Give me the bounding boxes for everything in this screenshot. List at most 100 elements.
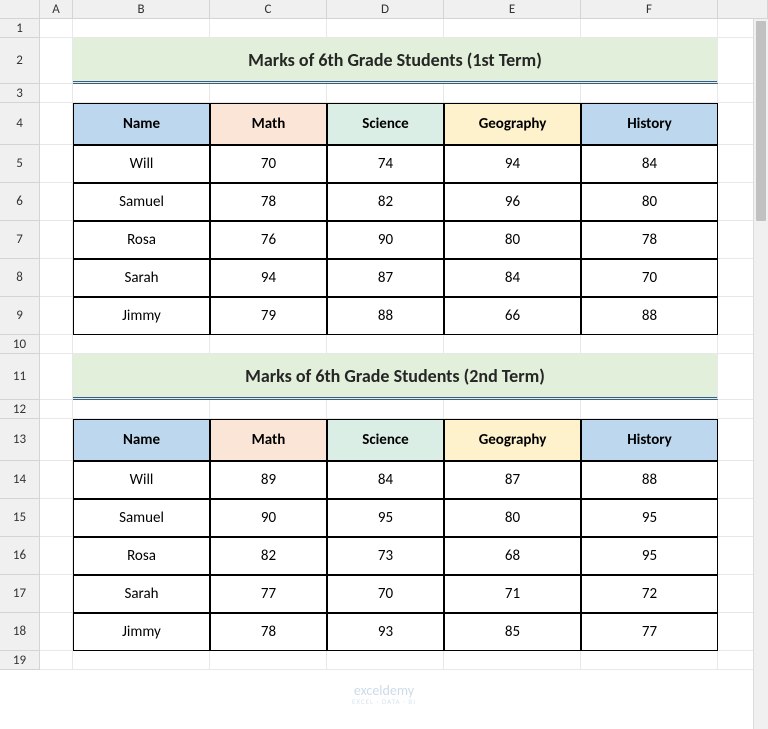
cell-empty[interactable] — [581, 335, 718, 354]
vertical-scrollbar[interactable] — [753, 19, 768, 729]
cell-math-t1-0[interactable]: 70 — [210, 145, 327, 183]
cell-empty[interactable] — [40, 335, 73, 354]
row-header-7[interactable]: 7 — [0, 221, 40, 259]
cell-empty[interactable] — [40, 419, 73, 461]
cell-geography-t1-1[interactable]: 96 — [444, 183, 581, 221]
row-header-1[interactable]: 1 — [0, 19, 40, 38]
cell-empty[interactable] — [40, 575, 73, 613]
col-header-C[interactable]: C — [210, 0, 327, 19]
cell-math-t2-3[interactable]: 77 — [210, 575, 327, 613]
cell-empty[interactable] — [40, 84, 73, 103]
cell-science-t1-4[interactable]: 88 — [327, 297, 444, 335]
cell-name-t1-4[interactable]: Jimmy — [73, 297, 210, 335]
col-header-A[interactable]: A — [40, 0, 73, 19]
cell-science-t1-2[interactable]: 90 — [327, 221, 444, 259]
cell-empty[interactable] — [581, 84, 718, 103]
cell-empty[interactable] — [40, 354, 73, 400]
cell-empty[interactable] — [327, 335, 444, 354]
row-header-16[interactable]: 16 — [0, 537, 40, 575]
cell-history-t1-2[interactable]: 78 — [581, 221, 718, 259]
cell-empty[interactable] — [73, 651, 210, 670]
cell-name-t1-1[interactable]: Samuel — [73, 183, 210, 221]
cell-science-t1-1[interactable]: 82 — [327, 183, 444, 221]
cell-empty[interactable] — [40, 221, 73, 259]
cell-empty[interactable] — [40, 145, 73, 183]
cell-empty[interactable] — [73, 84, 210, 103]
cell-empty[interactable] — [444, 400, 581, 419]
cell-empty[interactable] — [444, 335, 581, 354]
cell-math-t2-1[interactable]: 90 — [210, 499, 327, 537]
cell-empty[interactable] — [444, 84, 581, 103]
cell-geography-t1-0[interactable]: 94 — [444, 145, 581, 183]
cell-geography-t1-4[interactable]: 66 — [444, 297, 581, 335]
cell-empty[interactable] — [581, 19, 718, 38]
cell-science-t1-3[interactable]: 87 — [327, 259, 444, 297]
cell-name-t2-0[interactable]: Will — [73, 461, 210, 499]
cell-empty[interactable] — [327, 651, 444, 670]
cell-empty[interactable] — [40, 651, 73, 670]
cell-geography-t1-3[interactable]: 84 — [444, 259, 581, 297]
select-all-corner[interactable] — [0, 0, 40, 19]
row-header-5[interactable]: 5 — [0, 145, 40, 183]
cell-history-t2-0[interactable]: 88 — [581, 461, 718, 499]
row-header-17[interactable]: 17 — [0, 575, 40, 613]
cell-geography-t2-3[interactable]: 71 — [444, 575, 581, 613]
cell-empty[interactable] — [581, 400, 718, 419]
row-header-4[interactable]: 4 — [0, 103, 40, 145]
cell-name-t1-2[interactable]: Rosa — [73, 221, 210, 259]
cell-empty[interactable] — [444, 651, 581, 670]
cell-math-t2-4[interactable]: 78 — [210, 613, 327, 651]
cell-empty[interactable] — [210, 84, 327, 103]
cell-empty[interactable] — [327, 19, 444, 38]
cell-math-t1-3[interactable]: 94 — [210, 259, 327, 297]
cell-science-t2-3[interactable]: 70 — [327, 575, 444, 613]
cell-history-t1-0[interactable]: 84 — [581, 145, 718, 183]
row-header-14[interactable]: 14 — [0, 461, 40, 499]
cell-empty[interactable] — [73, 19, 210, 38]
row-header-13[interactable]: 13 — [0, 419, 40, 461]
cell-empty[interactable] — [40, 259, 73, 297]
cell-history-t2-2[interactable]: 95 — [581, 537, 718, 575]
col-header-F[interactable]: F — [581, 0, 718, 19]
cell-name-t2-2[interactable]: Rosa — [73, 537, 210, 575]
cell-history-t1-4[interactable]: 88 — [581, 297, 718, 335]
cell-empty[interactable] — [73, 335, 210, 354]
cell-geography-t1-2[interactable]: 80 — [444, 221, 581, 259]
cell-name-t1-3[interactable]: Sarah — [73, 259, 210, 297]
cell-history-t1-1[interactable]: 80 — [581, 183, 718, 221]
cell-history-t2-3[interactable]: 72 — [581, 575, 718, 613]
cell-empty[interactable] — [40, 461, 73, 499]
row-header-6[interactable]: 6 — [0, 183, 40, 221]
row-header-15[interactable]: 15 — [0, 499, 40, 537]
spreadsheet-grid[interactable]: ABCDEF12Marks of 6th Grade Students (1st… — [0, 0, 768, 670]
cell-name-t1-0[interactable]: Will — [73, 145, 210, 183]
row-header-10[interactable]: 10 — [0, 335, 40, 354]
cell-empty[interactable] — [40, 613, 73, 651]
cell-science-t2-4[interactable]: 93 — [327, 613, 444, 651]
cell-empty[interactable] — [210, 335, 327, 354]
cell-science-t2-1[interactable]: 95 — [327, 499, 444, 537]
cell-history-t1-3[interactable]: 70 — [581, 259, 718, 297]
cell-empty[interactable] — [40, 499, 73, 537]
row-header-11[interactable]: 11 — [0, 354, 40, 400]
cell-name-t2-3[interactable]: Sarah — [73, 575, 210, 613]
row-header-12[interactable]: 12 — [0, 400, 40, 419]
col-header-E[interactable]: E — [444, 0, 581, 19]
cell-empty[interactable] — [40, 183, 73, 221]
cell-empty[interactable] — [581, 651, 718, 670]
cell-empty[interactable] — [210, 651, 327, 670]
cell-math-t2-2[interactable]: 82 — [210, 537, 327, 575]
row-header-18[interactable]: 18 — [0, 613, 40, 651]
cell-empty[interactable] — [40, 38, 73, 84]
row-header-3[interactable]: 3 — [0, 84, 40, 103]
cell-name-t2-4[interactable]: Jimmy — [73, 613, 210, 651]
cell-empty[interactable] — [327, 400, 444, 419]
cell-geography-t2-4[interactable]: 85 — [444, 613, 581, 651]
cell-geography-t2-2[interactable]: 68 — [444, 537, 581, 575]
cell-empty[interactable] — [40, 103, 73, 145]
cell-science-t1-0[interactable]: 74 — [327, 145, 444, 183]
scrollbar-thumb[interactable] — [756, 21, 766, 221]
cell-empty[interactable] — [444, 19, 581, 38]
cell-empty[interactable] — [40, 400, 73, 419]
cell-empty[interactable] — [327, 84, 444, 103]
